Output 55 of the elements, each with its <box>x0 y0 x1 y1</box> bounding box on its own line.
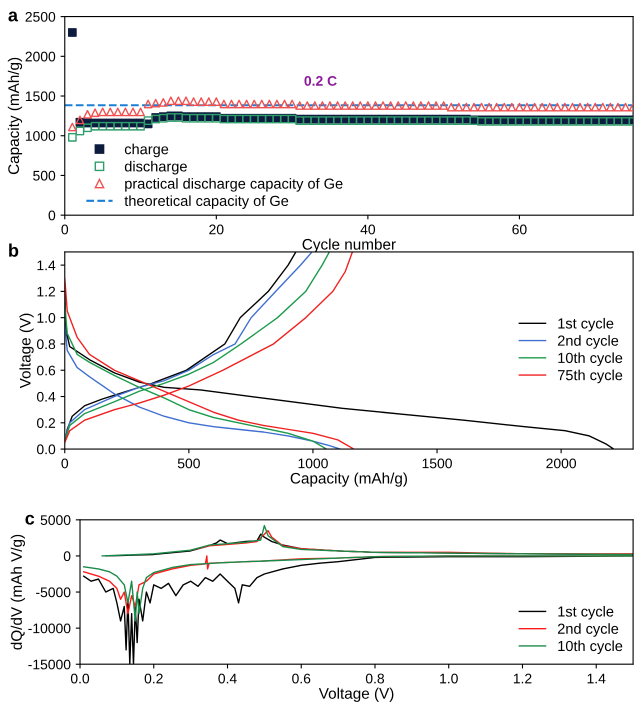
y-axis-title: Capacity (mAh/g) <box>8 58 22 174</box>
legend-label: theoretical capacity of Ge <box>124 195 288 209</box>
legend-label: 2nd cycle <box>558 623 618 637</box>
y-tick-label: 0.6 <box>36 366 56 376</box>
y-axis-title: dQ/dV (mAh V/g) <box>10 534 25 650</box>
annotation: 0.2 C <box>304 76 337 86</box>
y-tick-label: 500 <box>33 170 56 181</box>
chart-title: c <box>25 514 34 525</box>
x-tick-label: 0.6 <box>292 674 310 684</box>
x-axis-title: Cycle number <box>302 238 396 253</box>
chart-title: b <box>9 244 18 257</box>
legend-label: practical discharge capacity of Ge <box>125 178 342 192</box>
x-tick-label: 1000 <box>298 458 328 468</box>
x-tick-label: 1.0 <box>440 674 458 684</box>
y-axis-title: Voltage (V) <box>19 314 34 388</box>
y-tick-label: 1.4 <box>37 260 56 270</box>
x-tick-label: 1.2 <box>514 674 532 684</box>
legend-label: 10th cycle <box>558 352 622 366</box>
legend-label: 10th cycle <box>558 640 622 654</box>
y-tick-label: 5000 <box>40 515 70 526</box>
x-tick-label: 2000 <box>546 458 576 468</box>
y-tick-label: 1000 <box>26 131 56 141</box>
y-tick-label: 2000 <box>26 52 56 62</box>
x-axis-title: Voltage (V) <box>318 688 394 702</box>
y-tick-label: -15000 <box>28 660 70 670</box>
y-tick-label: 1.0 <box>37 313 56 323</box>
legend-label: 2nd cycle <box>558 335 618 349</box>
chart-title: a <box>8 12 18 22</box>
y-tick-label: 1.2 <box>37 286 56 296</box>
x-axis-title: Capacity (mAh/g) <box>290 472 407 487</box>
x-tick-label: 0.4 <box>218 674 237 684</box>
x-tick-label: 0.8 <box>366 674 384 684</box>
x-tick-label: 1.4 <box>588 674 606 684</box>
x-tick-label: 20 <box>209 224 224 234</box>
y-tick-label: 0 <box>64 551 70 562</box>
y-tick-label: 0.8 <box>36 339 56 350</box>
y-tick-label: -10000 <box>28 623 70 634</box>
x-tick-label: 1500 <box>422 458 452 468</box>
x-tick-label: 60 <box>512 224 527 234</box>
x-tick-label: 500 <box>178 458 200 468</box>
y-tick-label: 0.2 <box>36 418 56 428</box>
y-tick-label: 1500 <box>26 91 56 102</box>
y-tick-label: 0 <box>48 210 56 220</box>
x-tick-label: 0.0 <box>70 674 90 684</box>
y-tick-label: 0.0 <box>36 444 56 454</box>
legend-label: charge <box>124 144 168 158</box>
y-tick-label: 0.4 <box>36 392 56 402</box>
y-tick-label: -5000 <box>36 587 70 598</box>
legend-label: discharge <box>124 160 187 174</box>
y-tick-label: 2500 <box>26 12 56 22</box>
legend-label: 1st cycle <box>558 318 614 332</box>
legend-label: 75th cycle <box>558 370 622 384</box>
x-tick-label: 40 <box>360 224 376 234</box>
legend-label: 1st cycle <box>558 606 614 620</box>
x-tick-label: 0.2 <box>144 674 163 684</box>
